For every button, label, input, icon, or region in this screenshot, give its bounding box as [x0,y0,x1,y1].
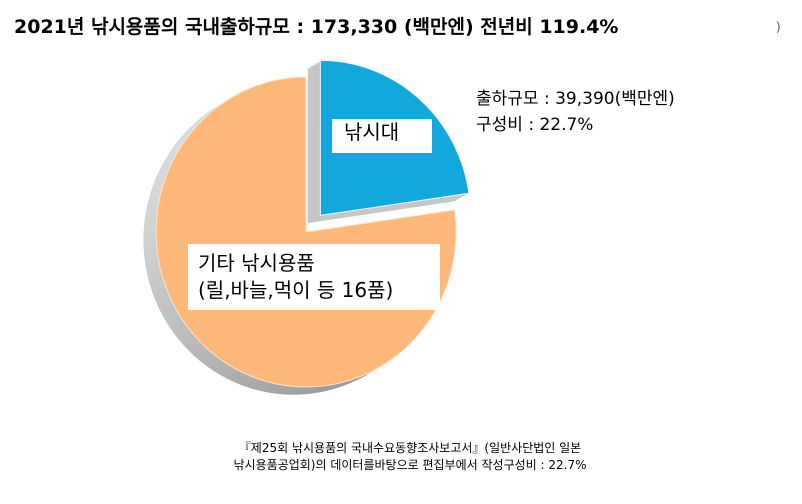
slice-label-other-line1: 기타 낚시용품 [198,251,315,275]
slice-label-fishing-rod-text: 낚시대 [344,120,400,144]
rod-annotation: 출하규모 : 39,390(백만엔) 구성비 : 22.7% [476,86,675,138]
edge-mark: ) [776,20,781,34]
rod-annotation-share: 구성비 : 22.7% [476,115,594,135]
source-footnote: 『제25회 낚시용품의 국내수요동향조사보고서』(일반사단법인 일본 낚시용품공… [140,440,680,474]
rod-annotation-size: 출하규모 : 39,390(백만엔) [476,89,675,109]
source-footnote-line1: 『제25회 낚시용품의 국내수요동향조사보고서』(일반사단법인 일본 [238,441,582,455]
slice-label-fishing-rod: 낚시대 [332,119,432,153]
source-footnote-line2: 낚시용품공업회)의 데이터를바탕으로 편집부에서 작성구성비 : 22.7% [233,458,587,472]
slice-label-other-gear: 기타 낚시용품 (릴,바늘,먹이 등 16품) [188,244,440,310]
chart-title: 2021년 낚시용품의 국내출하규모 : 173,330 (백만엔) 전년비 1… [14,16,619,38]
slice-label-other-line2: (릴,바늘,먹이 등 16품) [198,278,394,302]
